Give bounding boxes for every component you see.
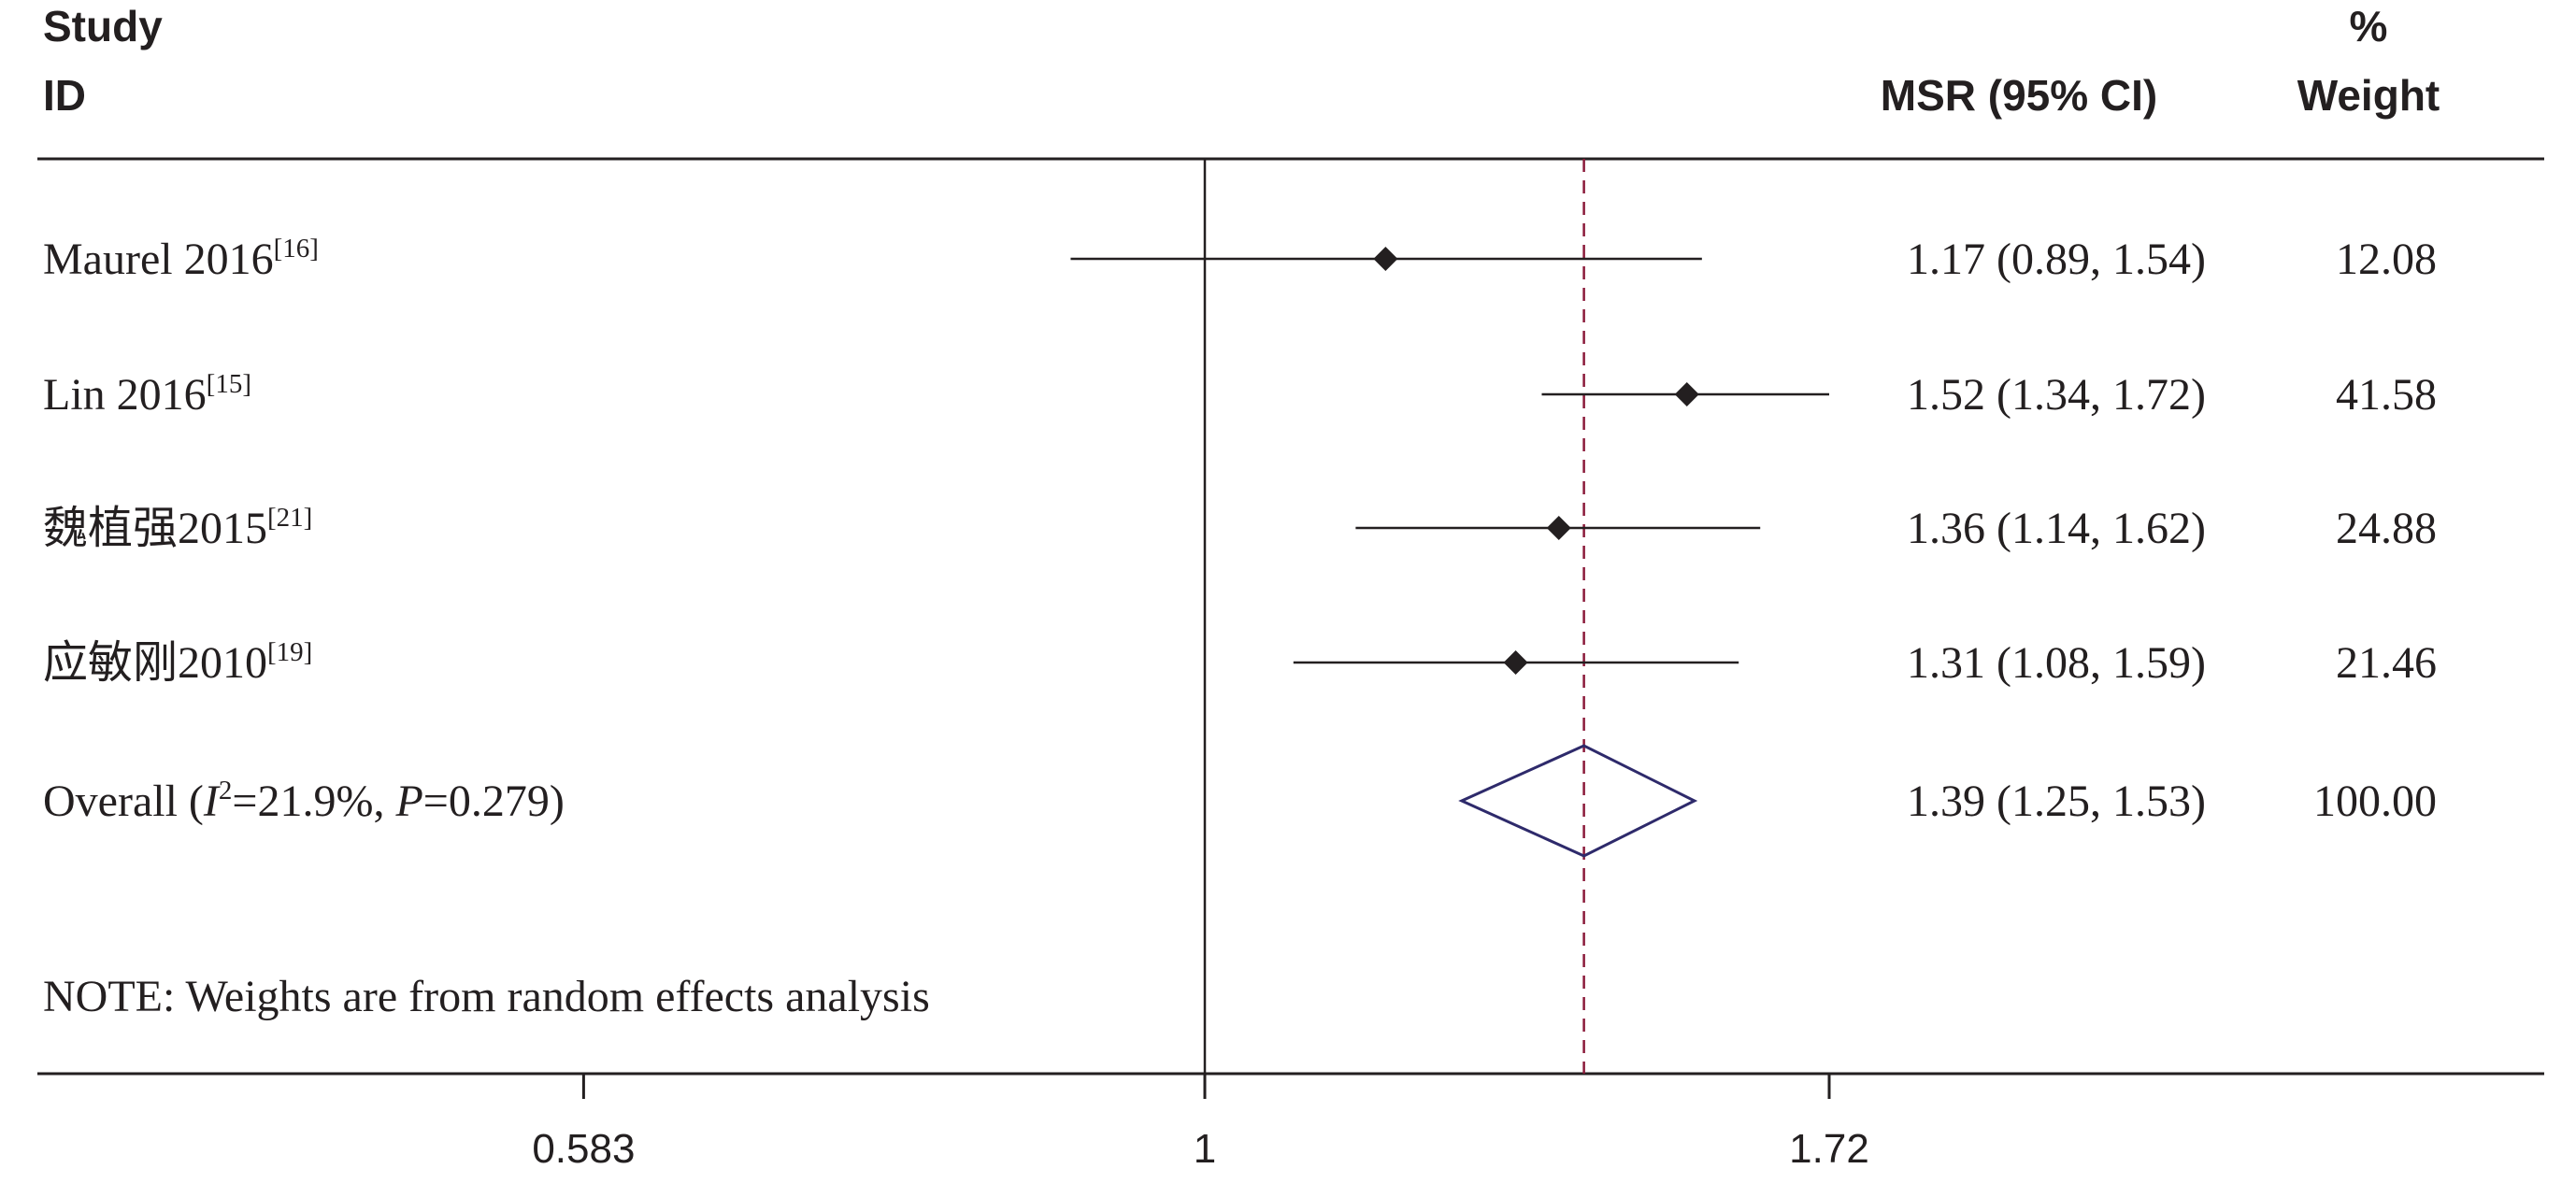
header-study: Study — [43, 2, 163, 50]
effect-ci-text: 1.17 (0.89, 1.54) — [1907, 235, 2206, 284]
study-row: 应敏刚2010[19] 1.31 (1.08, 1.59) 21.46 — [43, 637, 2437, 688]
effect-ci-text: 1.52 (1.34, 1.72) — [1907, 370, 2206, 420]
point-estimate-marker — [1674, 382, 1699, 406]
study-name: Lin 2016 — [43, 370, 207, 420]
header-effect: MSR (95% CI) — [1881, 71, 2157, 120]
header-weight: Weight — [2297, 71, 2440, 120]
effect-ci-text: 1.36 (1.14, 1.62) — [1907, 504, 2206, 553]
study-rows: Maurel 2016[16] 1.17 (0.89, 1.54) 12.08 Lin… — [43, 234, 2437, 688]
study-name: 应敏刚2010 — [43, 638, 267, 688]
study-label: 魏植强2015[21] — [43, 503, 312, 553]
x-tick-label: 1 — [1194, 1126, 1216, 1172]
study-reference: [15] — [207, 369, 251, 399]
study-row: Lin 2016[15] 1.52 (1.34, 1.72) 41.58 — [43, 369, 2437, 420]
study-label: Lin 2016[15] — [43, 369, 251, 420]
reference-lines — [1203, 159, 1585, 1074]
weight-text: 41.58 — [2336, 370, 2437, 420]
overall-diamond — [1458, 744, 1698, 858]
overall-row: Overall (I2=21.9%, P=0.279) 1.39 (1.25, 1… — [43, 744, 2437, 858]
x-tick-label: 0.583 — [532, 1126, 635, 1172]
overall-weight-text: 100.00 — [2313, 777, 2437, 826]
study-label: Maurel 2016[16] — [43, 234, 319, 284]
point-estimate-marker — [1546, 516, 1571, 540]
point-estimate-marker — [1503, 650, 1528, 675]
overall-ci-text: 1.39 (1.25, 1.53) — [1907, 777, 2206, 826]
weight-text: 21.46 — [2336, 638, 2437, 688]
weight-text: 24.88 — [2336, 504, 2437, 553]
note-text: NOTE: Weights are from random effects an… — [43, 972, 930, 1021]
study-name: 魏植强2015 — [43, 504, 267, 553]
header-id: ID — [43, 71, 86, 120]
x-axis: 0.583 1 1.72 — [532, 1074, 1869, 1172]
weight-text: 12.08 — [2336, 235, 2437, 284]
study-reference: [19] — [267, 637, 312, 667]
study-label: 应敏刚2010[19] — [43, 637, 312, 688]
study-name: Maurel 2016 — [43, 235, 274, 284]
x-tick-label: 1.72 — [1789, 1126, 1869, 1172]
study-row: Maurel 2016[16] 1.17 (0.89, 1.54) 12.08 — [43, 234, 2437, 284]
study-row: 魏植强2015[21] 1.36 (1.14, 1.62) 24.88 — [43, 503, 2437, 553]
study-reference: [16] — [274, 234, 319, 264]
header-percent: % — [2350, 2, 2388, 50]
point-estimate-marker — [1373, 247, 1398, 271]
study-reference: [21] — [267, 503, 312, 533]
overall-label: Overall (I2=21.9%, P=0.279) — [43, 776, 565, 826]
effect-ci-text: 1.31 (1.08, 1.59) — [1907, 638, 2206, 688]
